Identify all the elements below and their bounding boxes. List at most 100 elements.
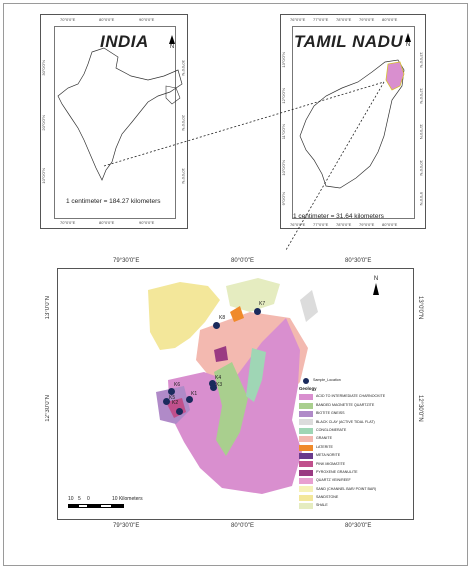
india-title: INDIA bbox=[100, 32, 149, 51]
legend-rows: ACID TO INTERMEDIATE CHARNOCKITE BANDED M… bbox=[299, 393, 434, 510]
study-top-coord-1: 79°30'0"E bbox=[113, 258, 140, 264]
legend-item-label: SHALE bbox=[316, 503, 328, 508]
tn-right-tick-5: 9°0'0"N bbox=[419, 192, 424, 206]
tn-bottom-tick-3: 78°0'0"E bbox=[336, 222, 352, 227]
legend-item: SAND (CHANNEL BAR/ POINT BAR) bbox=[299, 485, 434, 493]
sample-label-k5: K5 bbox=[169, 395, 176, 401]
scale-label-10-left: 10 bbox=[68, 496, 74, 502]
laterite-patch bbox=[230, 306, 244, 322]
sample-label-k1: K1 bbox=[191, 391, 198, 397]
tamilnadu-north-label: N bbox=[405, 42, 411, 48]
map-legend: Sample_Location Geology ACID TO INTERMED… bbox=[299, 375, 434, 510]
legend-swatch bbox=[299, 394, 313, 401]
sample-point-k1 bbox=[186, 396, 193, 403]
study-north-arrow: N bbox=[371, 276, 381, 295]
sample-point-k4 bbox=[209, 380, 216, 387]
legend-swatch bbox=[299, 436, 313, 443]
legend-item-label: SAND (CHANNEL BAR/ POINT BAR) bbox=[316, 486, 377, 491]
connector-india-tn bbox=[103, 81, 385, 167]
india-panel bbox=[40, 14, 188, 229]
shale-zone bbox=[226, 278, 280, 312]
sample-point-k2 bbox=[176, 408, 183, 415]
study-bottom-coord-3: 80°30'0"E bbox=[345, 523, 372, 529]
india-top-tick-1: 70°0'0"E bbox=[60, 17, 76, 22]
north-arrow-icon bbox=[373, 283, 379, 295]
india-top-tick-2: 80°0'0"E bbox=[99, 17, 115, 22]
study-area-highlight bbox=[385, 61, 405, 91]
legend-swatch bbox=[299, 444, 313, 451]
figure-frame bbox=[3, 3, 468, 566]
tn-top-tick-4: 79°0'0"E bbox=[359, 17, 375, 22]
india-bottom-tick-3: 90°0'0"E bbox=[139, 220, 155, 225]
india-right-tick-3: 10°0'0"N bbox=[181, 168, 186, 184]
tn-top-tick-3: 78°0'0"E bbox=[336, 17, 352, 22]
legend-item-label: GRANITE bbox=[316, 436, 332, 441]
sample-point-k3 bbox=[210, 384, 217, 391]
legend-item-label: BIOTITE GNEISS bbox=[316, 411, 345, 416]
sample-point-k7 bbox=[254, 308, 261, 315]
tamilnadu-panel bbox=[280, 14, 426, 229]
india-right-tick-2: 20°0'0"N bbox=[181, 115, 186, 131]
study-top-coord-3: 80°30'0"E bbox=[345, 258, 372, 264]
sample-label-k7: K7 bbox=[259, 301, 266, 307]
legend-item: PINK MIGMATITE bbox=[299, 460, 434, 468]
legend-item: BIOTITE GNEISS bbox=[299, 410, 434, 418]
tamilnadu-outline bbox=[299, 59, 405, 189]
tn-bottom-tick-1: 76°0'0"E bbox=[290, 222, 306, 227]
india-north-label: N bbox=[169, 44, 175, 50]
legend-sample-row: Sample_Location bbox=[299, 375, 434, 386]
tamilnadu-map-frame bbox=[292, 26, 415, 219]
legend-sample-label: Sample_Location bbox=[313, 377, 341, 382]
tn-right-tick-4: 10°0'0"N bbox=[419, 160, 424, 176]
sample-point-k6 bbox=[168, 388, 175, 395]
legend-item-label: CONGLOMERATE bbox=[316, 427, 347, 432]
legend-swatch bbox=[299, 486, 313, 493]
legend-item-label: QUARTZ VEIN/REEF bbox=[316, 478, 351, 483]
legend-item-label: BANDED MAGNETITE QUARTZITE bbox=[316, 402, 375, 407]
connector-tn-study bbox=[285, 81, 385, 251]
legend-item: CONGLOMERATE bbox=[299, 427, 434, 435]
legend-item-label: META NORITE bbox=[316, 453, 341, 458]
sample-label-k4: K4 bbox=[215, 375, 222, 381]
legend-item: SHALE bbox=[299, 502, 434, 510]
study-bottom-coord-1: 79°30'0"E bbox=[113, 523, 140, 529]
north-arrow-icon bbox=[169, 35, 175, 44]
legend-swatch bbox=[299, 427, 313, 434]
sample-label-k6: K6 bbox=[174, 382, 181, 388]
study-north-label: N bbox=[373, 276, 379, 282]
study-bottom-coord-2: 80°0'0"E bbox=[231, 523, 255, 529]
legend-item: QUARTZ VEIN/REEF bbox=[299, 477, 434, 485]
study-right-coord-2: 12°30'0"N bbox=[417, 395, 423, 422]
legend-item-label: SANDSTONE bbox=[316, 495, 339, 500]
legend-item-label: ACID TO INTERMEDIATE CHARNOCKITE bbox=[316, 394, 386, 399]
tn-right-tick-2: 12°0'0"N bbox=[419, 88, 424, 104]
legend-item: PYROXENE GRANULITE bbox=[299, 469, 434, 477]
legend-item: BLACK CLAY (ACTIVE TIDAL FLAT) bbox=[299, 418, 434, 426]
sample-point-k8 bbox=[213, 322, 220, 329]
legend-swatch bbox=[299, 419, 313, 426]
scale-segment-1 bbox=[68, 504, 78, 508]
legend-swatch bbox=[299, 452, 313, 459]
scale-segment-5 bbox=[112, 504, 124, 508]
legend-swatch bbox=[299, 410, 313, 417]
scale-segment-3 bbox=[88, 504, 100, 508]
scale-segment-4 bbox=[100, 504, 112, 508]
legend-item: BANDED MAGNETITE QUARTZITE bbox=[299, 401, 434, 409]
tn-top-tick-2: 77°0'0"E bbox=[313, 17, 329, 22]
tamilnadu-north-arrow: N bbox=[403, 33, 413, 48]
india-bottom-tick-1: 70°0'0"E bbox=[60, 220, 76, 225]
black-clay-zone bbox=[300, 290, 318, 322]
tn-bottom-tick-5: 80°0'0"E bbox=[382, 222, 398, 227]
sample-label-k2: K2 bbox=[172, 400, 179, 406]
india-right-tick-1: 30°0'0"N bbox=[181, 60, 186, 76]
india-top-tick-3: 90°0'0"E bbox=[139, 17, 155, 22]
tn-top-tick-5: 80°0'0"E bbox=[382, 17, 398, 22]
legend-item: META NORITE bbox=[299, 452, 434, 460]
study-right-coord-1: 13°0'0"N bbox=[417, 296, 423, 320]
north-arrow-icon bbox=[405, 33, 411, 42]
conglomerate-band bbox=[246, 348, 266, 402]
tamilnadu-title: TAMIL NADU bbox=[294, 32, 404, 51]
tn-bottom-tick-4: 79°0'0"E bbox=[359, 222, 375, 227]
legend-item-label: LATERITE bbox=[316, 444, 333, 449]
sample-location-icon bbox=[303, 377, 309, 384]
